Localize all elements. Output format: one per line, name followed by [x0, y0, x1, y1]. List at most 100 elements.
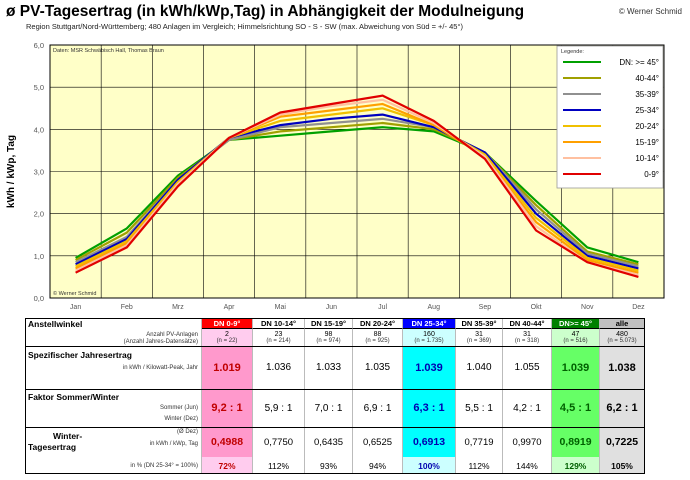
record-count: (n = 369) [466, 338, 492, 344]
y-axis-label: kWh / kWp, Tag [6, 135, 17, 208]
column-header-label: DN 0-9° [213, 318, 241, 328]
section-divider [25, 389, 645, 390]
column-header-label: DN 35-39° [461, 318, 497, 328]
count-cell: 31 (n = 369) [456, 329, 503, 346]
legend-entry: 25-34° [635, 106, 659, 115]
series-line [75, 107, 639, 272]
annual-yield-cell: 1.033 [305, 346, 353, 389]
plant-count: 2 [225, 331, 229, 338]
column-header-label: DN 40-44° [509, 318, 545, 328]
column-header-label: DN 25-34° [411, 318, 447, 328]
record-count: (n = 925) [365, 338, 390, 344]
winter-yield-value: 0,7225 [605, 436, 639, 448]
row-label-sub: Sommer (Jun) [159, 405, 198, 411]
column-header: DN 35-39° [456, 318, 503, 329]
count-cell: 23 (n = 214) [253, 329, 305, 346]
plant-count: 31 [475, 331, 483, 338]
column-header: alle [600, 318, 645, 329]
record-count: (n = 1.735) [414, 338, 444, 344]
winter-yield-value: 0,9970 [512, 436, 542, 448]
annual-yield-value: 1.019 [213, 361, 241, 374]
x-tick-label: Okt [531, 304, 542, 311]
annual-yield-value: 1.055 [514, 362, 540, 373]
legend-title: Legende: [561, 49, 584, 55]
x-tick-label: Feb [121, 304, 133, 311]
percent-value: 144% [516, 460, 538, 471]
factor-cell: 5,9 : 1 [253, 389, 305, 427]
row-label-title: Faktor Sommer/Winter [28, 392, 120, 402]
annual-yield-cell: 1.036 [253, 346, 305, 389]
section-divider [25, 427, 645, 428]
line-chart: 0,0 1,0 2,0 3,0 4,0 5,0 6,0 Jan Feb Mrz Apr Mai Jun J… [6, 41, 665, 311]
row-label-winter: Winter- Tagesertrag (Ø Dez) in kWh / kWp, T… [25, 427, 202, 474]
annual-yield-cell: 1.019 [202, 346, 253, 389]
legend-entry: 10-14° [635, 154, 659, 163]
column-header: DN 10-14° [253, 318, 305, 329]
percent-value: 100% [418, 460, 440, 471]
winter-yield-value: 0,6913 [412, 436, 446, 448]
percent-cell: 72% [202, 457, 253, 474]
factor-value: 6,2 : 1 [606, 402, 638, 414]
y-tick-label: 0,0 [34, 294, 44, 303]
record-count: (n = 214) [266, 338, 291, 344]
annual-yield-cell: 1.038 [600, 346, 645, 389]
series-line [75, 126, 639, 264]
x-tick-label: Apr [224, 304, 236, 311]
factor-value: 9,2 : 1 [211, 402, 243, 414]
row-label-sub: in kWh / kWp, Tag [149, 441, 198, 447]
column-header-label: DN 15-19° [310, 318, 347, 328]
y-tick-label: 5,0 [34, 83, 44, 92]
winter-yield-cell: 0,6435 [305, 427, 353, 457]
chart-title: ø PV-Tagesertrag (in kWh/kWp,Tag) in Abh… [6, 3, 525, 20]
plant-count: 47 [571, 331, 580, 338]
winter-yield-value: 0,8919 [559, 436, 592, 448]
row-label-title: Spezifischer Jahresertrag [28, 350, 132, 360]
plant-count: 23 [274, 331, 283, 338]
annual-yield-cell: 1.035 [353, 346, 403, 389]
factor-value: 5,5 : 1 [465, 402, 493, 414]
source-note: Daten: MSR Schwäbisch Hall, Thomas Braun [53, 48, 164, 54]
count-cell: 47 (n = 516) [552, 329, 600, 346]
legend-entry: 40-44° [635, 74, 659, 83]
annual-yield-value: 1.038 [608, 361, 636, 374]
watermark-text: © Werner Schmid [53, 290, 96, 297]
column-header-label: alle [615, 318, 629, 328]
legend-box [556, 45, 664, 189]
factor-cell: 6,9 : 1 [353, 389, 403, 427]
count-cell: 160 (n = 1.735) [403, 329, 456, 346]
winter-yield-value: 0,6525 [362, 436, 393, 448]
column-header: DN>= 45° [552, 318, 600, 329]
row-label-sub: Anzahl PV-Anlagen [146, 332, 198, 338]
percent-cell: 112% [253, 457, 305, 474]
series-line [75, 98, 639, 276]
row-label-sub: (Anzahl Jahres-Datensätze) [123, 339, 198, 345]
annual-yield-value: 1.040 [466, 362, 492, 373]
column-header: DN 20-24° [353, 318, 403, 329]
series-line [75, 121, 639, 266]
plant-count: 31 [523, 331, 531, 338]
count-cell: 2 (n = 22) [202, 329, 253, 346]
row-label-jahresertrag: Spezifischer Jahresertrag in kWh / Kilowa… [25, 346, 202, 389]
x-tick-label: Mrz [172, 304, 184, 311]
count-cell: 88 (n = 925) [353, 329, 403, 346]
x-tick-label: Jul [378, 304, 387, 311]
column-header: DN 15-19° [305, 318, 353, 329]
plant-count: 88 [373, 331, 382, 338]
plant-count: 160 [423, 331, 435, 338]
percent-value: 105% [611, 460, 633, 471]
percent-cell: 129% [552, 457, 600, 474]
y-tick-label: 3,0 [34, 168, 44, 177]
record-count: (n = 974) [316, 338, 341, 344]
y-tick-label: 6,0 [34, 41, 44, 50]
chart-subtitle: Region Stuttgart/Nord-Württemberg; 480 A… [26, 22, 463, 31]
series-line [75, 113, 639, 270]
legend-entry: DN: >= 45° [619, 58, 659, 67]
factor-cell: 6,2 : 1 [600, 389, 645, 427]
row-label-sub: in % (DN 25-34° = 100%) [130, 463, 198, 469]
column-header: DN 25-34° [403, 318, 456, 329]
factor-cell: 4,5 : 1 [552, 389, 600, 427]
winter-yield-value: 0,6435 [313, 436, 344, 448]
annual-yield-cell: 1.040 [456, 346, 503, 389]
column-header-label: DN 10-14° [260, 318, 297, 328]
record-count: (n = 22) [216, 338, 238, 344]
